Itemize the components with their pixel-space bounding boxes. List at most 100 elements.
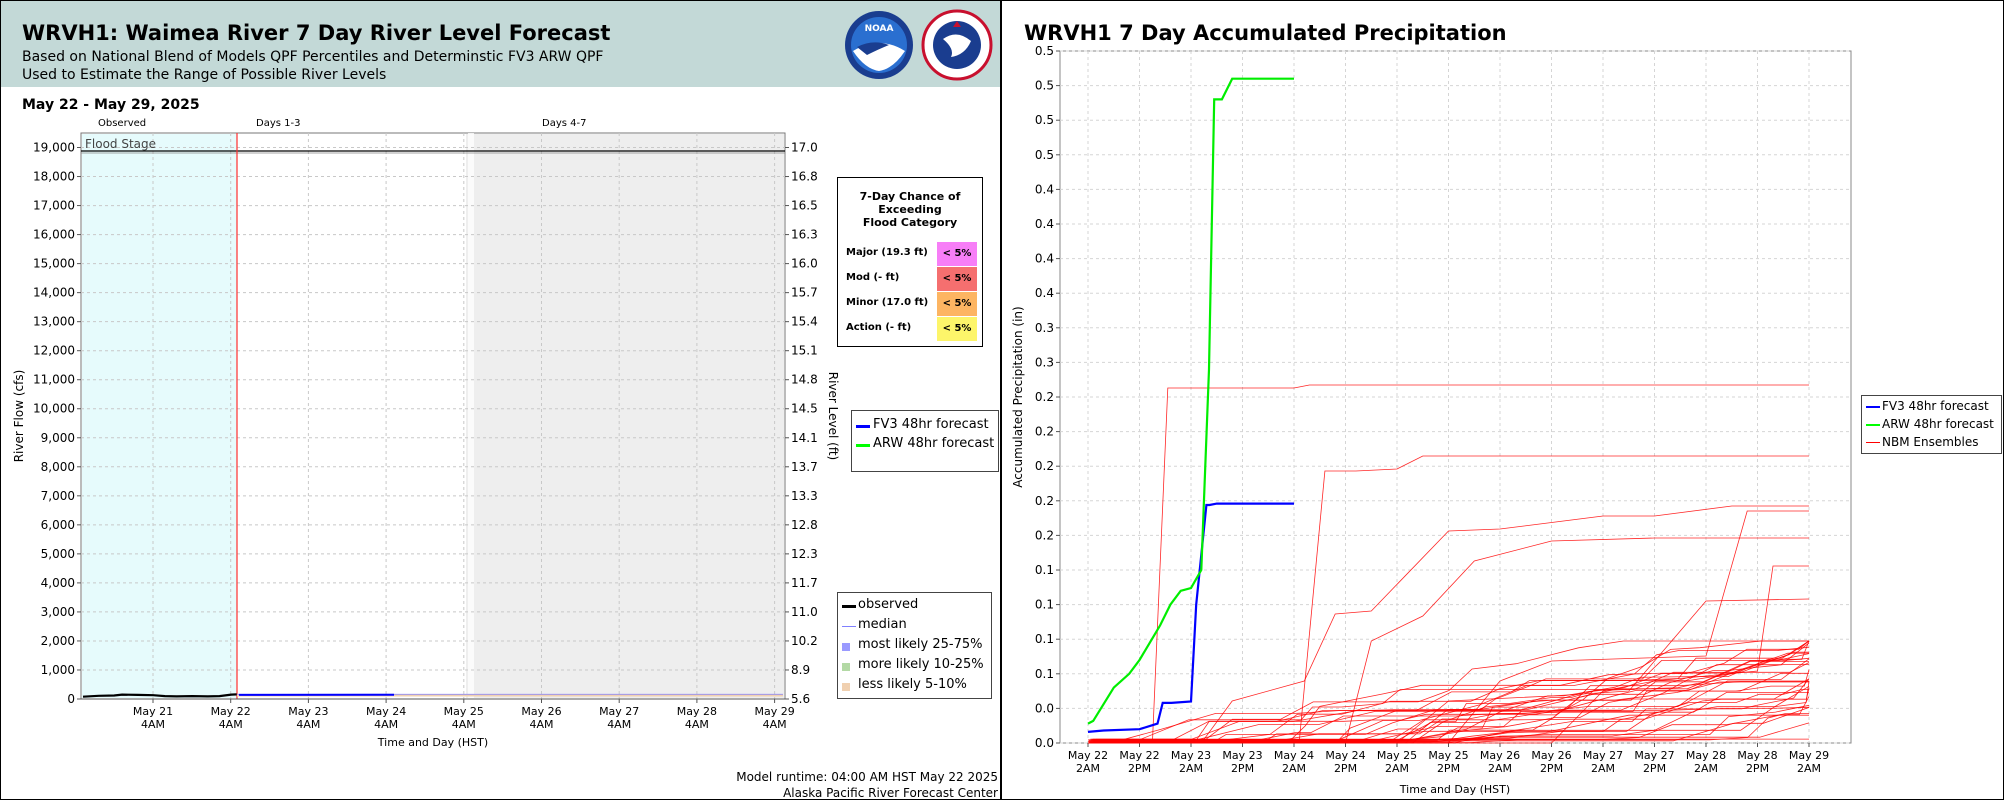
- x-tick-day: May 28: [677, 705, 717, 718]
- river-forecast-panel: WRVH1: Waimea River 7 Day River Level Fo…: [0, 0, 1001, 800]
- x-tick-time: 4AM: [141, 718, 165, 731]
- legend-observed-label: observed: [858, 597, 919, 612]
- y-axis-label: River Flow (cfs): [12, 370, 26, 463]
- y2-tick-label: 16.5: [791, 199, 818, 213]
- y-tick-label: 15,000: [33, 257, 75, 271]
- nbm-ensemble-series: [1096, 662, 1810, 741]
- y2-tick-label: 14.8: [791, 373, 818, 387]
- x-tick-day: May 29: [754, 705, 794, 718]
- y-tick-label: 6,000: [41, 518, 75, 532]
- precip-y-tick-label: 0.1: [1035, 632, 1054, 646]
- subtitle-line-2: Used to Estimate the Range of Possible R…: [22, 67, 387, 83]
- precip-x-tick-time: 2AM: [1797, 762, 1821, 775]
- model-runtime: Model runtime: 04:00 AM HST May 22 2025: [736, 770, 998, 784]
- x-tick-day: May 26: [521, 705, 561, 718]
- y-tick-label: 11,000: [33, 373, 75, 387]
- subtitle-line-1: Based on National Blend of Models QPF Pe…: [22, 49, 604, 65]
- x-tick-time: 4AM: [607, 718, 631, 731]
- days-4-7-region: [466, 134, 784, 698]
- nbm-ensemble-series: [1088, 640, 1810, 743]
- y-tick-label: 5,000: [41, 547, 75, 561]
- legend-less-likely-swatch: [842, 683, 850, 691]
- precip-y-tick-label: 0.4: [1035, 252, 1054, 266]
- precip-x-tick-time: 2AM: [1385, 762, 1409, 775]
- flood-stage-label: Flood Stage: [85, 137, 156, 151]
- nbm-ensemble-series: [1088, 537, 1809, 744]
- precip-y-tick-label: 0.5: [1035, 79, 1054, 93]
- y2-tick-label: 15.1: [791, 344, 818, 358]
- precip-legend-nbm-swatch: [1866, 442, 1880, 443]
- nws-logo-icon: [921, 9, 993, 81]
- precip-x-tick-time: 2AM: [1076, 762, 1100, 775]
- nbm-ensemble-series: [1097, 640, 1810, 742]
- legend-likely-label: most likely 25-75%: [858, 637, 983, 652]
- legend-median-swatch: [842, 626, 856, 627]
- precip-x-tick-day: May 24: [1325, 749, 1365, 762]
- flood-table-title-1: 7-Day Chance of: [859, 190, 961, 203]
- flood-row-value: < 5%: [937, 292, 977, 316]
- y2-tick-label: 13.3: [791, 489, 818, 503]
- forecast-header: WRVH1: Waimea River 7 Day River Level Fo…: [1, 1, 1000, 87]
- nbm-ensemble-series: [1088, 505, 1809, 744]
- y-tick-label: 2,000: [41, 634, 75, 648]
- precip-x-tick-day: May 28: [1737, 749, 1777, 762]
- y2-axis-label: River Level (ft): [826, 372, 840, 460]
- precip-x-tick-day: May 27: [1634, 749, 1674, 762]
- precip-x-tick-day: May 24: [1274, 749, 1314, 762]
- period-label-observed: Observed: [98, 118, 146, 129]
- y2-tick-label: 11.0: [791, 605, 818, 619]
- x-tick-time: 4AM: [219, 718, 243, 731]
- flood-row-value: < 5%: [937, 242, 977, 266]
- flood-row-label: Major (19.3 ft): [846, 247, 928, 258]
- precip-legend-arw-swatch: [1866, 424, 1880, 426]
- nbm-ensemble-series: [1093, 713, 1809, 741]
- precip-y-tick-label: 0.0: [1035, 736, 1054, 750]
- precip-legend-nbm-label: NBM Ensembles: [1882, 435, 1979, 449]
- precip-x-tick-day: May 29: [1789, 749, 1829, 762]
- observed-series: [82, 693, 237, 698]
- y2-tick-label: 13.7: [791, 460, 818, 474]
- precip-legend-fv3-label: FV3 48hr forecast: [1882, 399, 1989, 413]
- precip-x-tick-time: 2PM: [1437, 762, 1460, 775]
- precip-title: WRVH1 7 Day Accumulated Precipitation: [1024, 21, 1507, 45]
- period-label-days-1-3: Days 1-3: [256, 118, 300, 129]
- precip-y-tick-label: 0.4: [1035, 182, 1054, 196]
- y2-tick-label: 16.0: [791, 257, 818, 271]
- arw-precip-series: [1087, 77, 1294, 725]
- y-tick-label: 7,000: [41, 489, 75, 503]
- nbm-ensemble-series: [1092, 680, 1809, 742]
- precip-y-tick-label: 0.5: [1035, 113, 1054, 127]
- precip-x-tick-time: 2PM: [1540, 762, 1563, 775]
- legend-median-label: median: [858, 617, 907, 632]
- y2-tick-label: 15.4: [791, 315, 818, 329]
- precip-x-tick-time: 2PM: [1746, 762, 1769, 775]
- precip-x-tick-time: 2PM: [1643, 762, 1666, 775]
- legend-more-likely-label: more likely 10-25%: [858, 657, 984, 672]
- nbm-ensemble-series: [1095, 658, 1810, 742]
- flood-row-label: Action (- ft): [846, 322, 912, 333]
- precip-x-tick-day: May 22: [1119, 749, 1159, 762]
- nbm-ensemble-series: [1092, 646, 1810, 743]
- flood-table-title: 7-Day Chance of Exceeding Flood Category: [838, 190, 982, 229]
- precip-y-tick-label: 0.3: [1035, 355, 1054, 369]
- y2-tick-label: 16.3: [791, 228, 818, 242]
- svg-text:NOAA: NOAA: [865, 24, 894, 34]
- precip-legend-arw-label: ARW 48hr forecast: [1882, 417, 1994, 431]
- precip-x-tick-day: May 28: [1686, 749, 1726, 762]
- y-tick-label: 0: [67, 692, 75, 706]
- y-tick-label: 14,000: [33, 286, 75, 300]
- precip-x-tick-time: 2PM: [1334, 762, 1357, 775]
- x-tick-day: May 24: [366, 705, 406, 718]
- precip-legend-fv3-swatch: [1866, 406, 1880, 408]
- precip-x-tick-day: May 26: [1480, 749, 1520, 762]
- precip-x-tick-day: May 27: [1583, 749, 1623, 762]
- precip-y-tick-label: 0.1: [1035, 598, 1054, 612]
- flood-row-label: Mod (- ft): [846, 272, 900, 283]
- y-tick-label: 4,000: [41, 576, 75, 590]
- y2-tick-label: 15.7: [791, 286, 818, 300]
- precip-x-tick-day: May 25: [1428, 749, 1468, 762]
- precip-y-tick-label: 0.2: [1035, 425, 1054, 439]
- y2-tick-label: 17.0: [791, 141, 818, 155]
- y-tick-label: 10,000: [33, 402, 75, 416]
- y2-tick-label: 10.2: [791, 634, 818, 648]
